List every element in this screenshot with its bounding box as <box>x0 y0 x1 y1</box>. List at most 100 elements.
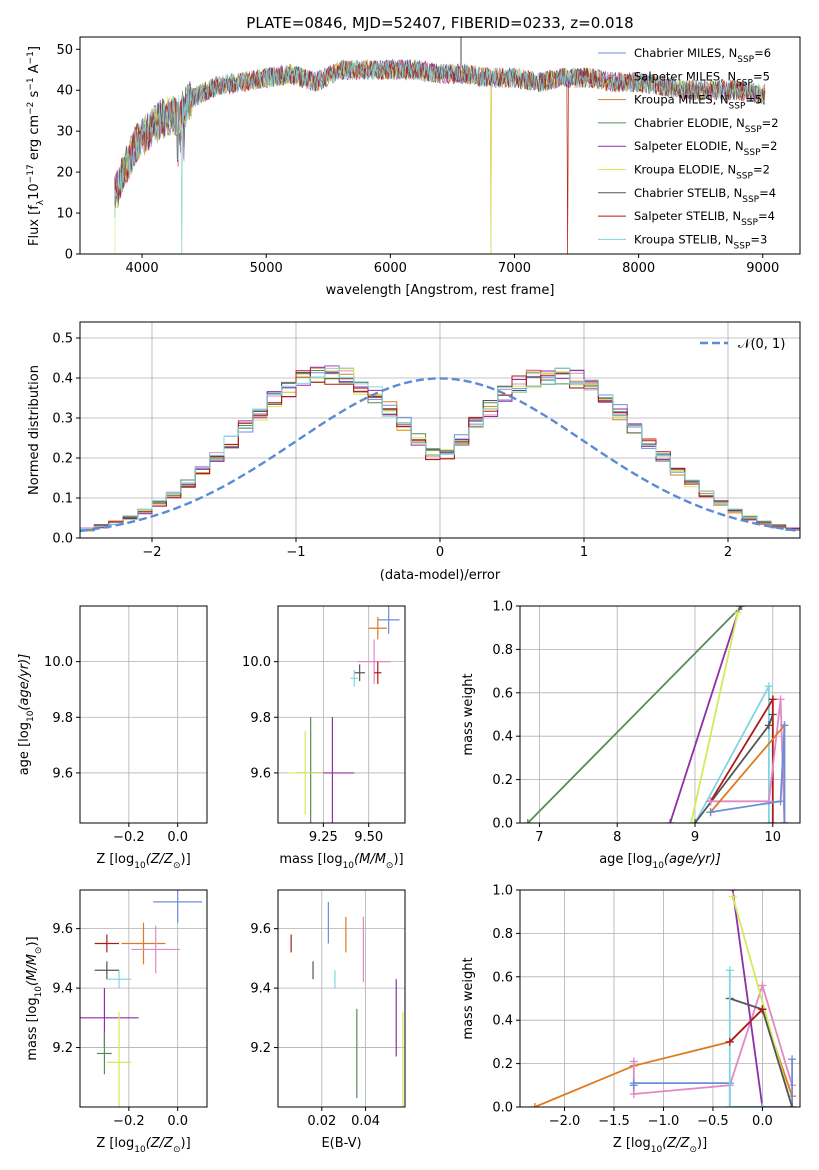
plot-area <box>523 606 789 823</box>
label-part: Kroupa ELODIE, N <box>634 163 736 177</box>
y-tick-label: 9.8 <box>250 711 271 726</box>
label-part: 10 <box>343 861 355 871</box>
legend-entry: Kroupa MILES, NSSP=5 <box>634 93 762 112</box>
label-part: (age/yr)] <box>17 654 32 711</box>
label-part: SSP <box>741 218 758 228</box>
y-tick-label: 0.0 <box>52 532 73 547</box>
label-part: age [log <box>599 852 652 867</box>
plot-frame <box>277 889 406 1108</box>
x-axis-label: Z [log10(Z/Z⊙)] <box>96 852 190 871</box>
y-axis-label: mass weight <box>461 957 476 1039</box>
x-axis-label: (data-model)/error <box>380 568 501 583</box>
y-tick-label: 9.2 <box>250 1041 271 1056</box>
y-axis-label: mass [log10(M/M⊙)] <box>25 936 44 1060</box>
legend-entry: Chabrier ELODIE, NSSP=2 <box>634 116 779 135</box>
x-axis-label: E(B-V) <box>321 1136 361 1151</box>
label-part: ] <box>27 46 42 51</box>
y-tick-label: 0.4 <box>52 372 73 387</box>
y-tick-label: 20 <box>56 166 73 181</box>
label-part: =4 <box>758 209 775 223</box>
plot-area <box>80 890 203 1107</box>
x-tick-label: −0.5 <box>697 1114 729 1129</box>
label-part: Z [log <box>96 852 134 867</box>
x-tick-label: 8000 <box>622 261 655 276</box>
x-tick-label: −1.5 <box>598 1114 630 1129</box>
plot-area <box>287 606 400 823</box>
y-tick-label: 9.2 <box>52 1041 73 1056</box>
x-tick-label: 0.0 <box>167 1114 188 1129</box>
x-tick-label: −2 <box>142 545 161 560</box>
y-tick-label: 0.3 <box>52 412 73 427</box>
age-vs-mass-panel: 9.25 9.50 9.6 9.8 10.0 mass [log10(M/M⊙)] <box>242 605 406 871</box>
weight-line <box>669 606 741 823</box>
y-axis-label: Normed distribution <box>27 365 42 495</box>
legend-entry: Chabrier STELIB, NSSP=4 <box>634 186 776 205</box>
y-tick-label: 0.4 <box>492 730 513 745</box>
x-tick-label: 9.50 <box>354 830 383 845</box>
label-part: 10 <box>27 183 42 200</box>
label-part: −17 <box>26 164 36 183</box>
label-part: )] <box>393 852 403 867</box>
y-tick-label: 30 <box>56 125 73 140</box>
x-axis-label: Z [log10(Z/Z⊙)] <box>613 1136 707 1155</box>
weight-line <box>731 890 764 1107</box>
label-part: age [log <box>17 722 32 775</box>
label-part: Chabrier STELIB, N <box>634 186 742 200</box>
mass-vs-ebv-panel: 0.02 0.04 9.2 9.4 9.6 E(B-V) <box>250 889 406 1151</box>
label-part: s <box>27 90 42 101</box>
label-part: =4 <box>759 186 776 200</box>
plot-area <box>114 37 766 254</box>
y-tick-label: 10.0 <box>242 655 271 670</box>
legend-entry: Kroupa ELODIE, NSSP=2 <box>634 163 770 182</box>
y-tick-label: 0.6 <box>492 686 513 701</box>
y-tick-label: 9.4 <box>52 982 73 997</box>
normal-curve <box>80 377 800 533</box>
label-part: Chabrier MILES, N <box>634 46 737 60</box>
age-vs-Z-panel: −0.2 0.09.69.810.0Z [log10(Z/Z⊙)]age [log… <box>17 605 208 871</box>
x-tick-label: 7 <box>535 830 543 845</box>
y-tick-label: 9.6 <box>52 766 73 781</box>
weight-line <box>690 612 739 823</box>
label-part: ⊙ <box>173 861 181 871</box>
spectrum-panel: 4000 5000 6000 7000 8000 9000 0 10 20 30 40 50 Chabr… <box>26 14 801 298</box>
label-part: (Z/Z <box>146 852 174 867</box>
x-tick-label: −1 <box>286 545 305 560</box>
y-tick-label: 0.5 <box>52 332 73 347</box>
y-tick-label: 0.4 <box>492 1014 513 1029</box>
x-axis-label: Z [log10(Z/Z⊙)] <box>96 1136 190 1155</box>
label-part: =5 <box>753 69 770 83</box>
label-part: Kroupa MILES, N <box>634 93 729 107</box>
x-tick-label: 7000 <box>498 261 531 276</box>
x-tick-label: 0.04 <box>351 1114 380 1129</box>
weight-line <box>710 725 786 823</box>
x-tick-label: −0.2 <box>113 1114 145 1129</box>
y-tick-label: 0.2 <box>492 773 513 788</box>
histogram-step <box>80 367 800 531</box>
label-part: A <box>27 64 42 77</box>
y-tick-label: 1.0 <box>492 884 513 899</box>
x-axis-label: mass [log10(M/M⊙)] <box>279 852 403 871</box>
weight-line <box>729 1008 764 1043</box>
y-axis-label: Flux [fλ10−17 erg cm−2 s−1 A−1] <box>26 46 46 246</box>
x-tick-label: 9 <box>691 830 699 845</box>
x-tick-label: −1.0 <box>648 1114 680 1129</box>
y-tick-label: 10 <box>56 207 73 222</box>
x-tick-label: 8 <box>613 830 621 845</box>
label-part: SSP <box>736 172 753 182</box>
label-part: )] <box>697 1136 707 1151</box>
label-part: mass [log <box>279 852 342 867</box>
x-tick-label: 0.0 <box>752 1114 773 1129</box>
label-part: Kroupa STELIB, N <box>634 232 734 246</box>
y-tick-label: 40 <box>56 84 73 99</box>
plot-frame <box>79 36 801 255</box>
label-part: 10 <box>652 861 664 871</box>
plot-area <box>80 365 800 533</box>
label-part: −1 <box>26 77 36 90</box>
label-part: (age/yr)] <box>664 852 721 867</box>
label-part: Salpeter MILES, N <box>634 69 736 83</box>
plot-frame <box>79 321 801 539</box>
x-axis-label: wavelength [Angstrom, rest frame] <box>326 283 555 298</box>
x-tick-label: 6000 <box>374 261 407 276</box>
label-part: 10 <box>651 1145 663 1155</box>
